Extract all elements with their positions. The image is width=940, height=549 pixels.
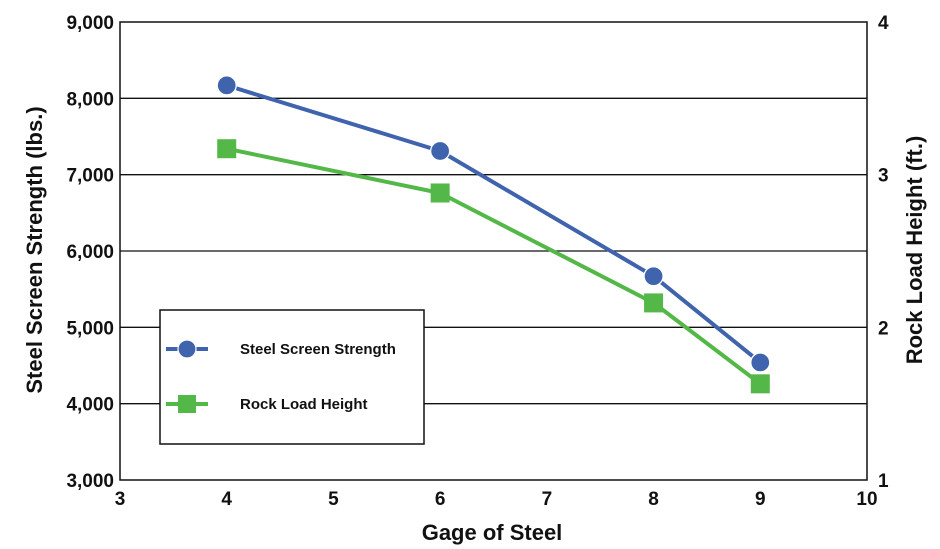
x-tick-label: 9	[755, 489, 766, 510]
plot-area	[119, 21, 868, 481]
tick-labels: 3 4 5 6 7 8 9 10 3,000 4,000 5,000 6,000 7,000 8,000 9…	[66, 13, 889, 510]
legend-label-steel: Steel Screen Strength	[240, 341, 396, 358]
x-tick-label: 7	[542, 489, 553, 510]
legend-marker-steel	[177, 339, 197, 359]
data-point-steel	[429, 140, 451, 162]
x-tick-label: 10	[856, 489, 877, 510]
series-line-rock	[226, 146, 762, 386]
y-left-tick-label: 4,000	[66, 395, 114, 416]
data-point-rock	[750, 374, 770, 394]
y-left-tick-label: 5,000	[66, 318, 114, 339]
data-point-rock	[217, 139, 237, 159]
y-left-tick-label: 8,000	[66, 89, 114, 110]
legend: Steel Screen Strength Rock Load Height	[159, 309, 425, 445]
y-axis-right-label: Rock Load Height (ft.)	[902, 136, 927, 365]
series-line-steel	[226, 83, 762, 364]
data-point-rock	[644, 293, 664, 313]
x-tick-label: 4	[221, 489, 232, 510]
x-tick-label: 3	[115, 489, 126, 510]
y-left-tick-label: 6,000	[66, 242, 114, 263]
data-point-steel	[643, 266, 664, 287]
y-left-tick-label: 9,000	[66, 13, 114, 34]
y-axis-left-label: Steel Screen Strength (lbs.)	[22, 106, 47, 393]
legend-box	[159, 309, 425, 445]
y-right-tick-label: 1	[878, 471, 889, 492]
x-tick-label: 5	[328, 489, 339, 510]
y-left-tick-label: 3,000	[66, 471, 114, 492]
data-point-steel	[750, 352, 771, 373]
legend-label-rock: Rock Load Height	[240, 396, 368, 413]
legend-marker-rock	[178, 395, 196, 413]
x-tick-label: 6	[435, 489, 446, 510]
y-left-tick-label: 7,000	[66, 166, 114, 187]
x-axis-label: Gage of Steel	[422, 520, 563, 545]
y-right-tick-label: 3	[878, 166, 889, 187]
series-layer	[216, 75, 771, 394]
plot-border	[119, 21, 868, 481]
x-tick-label: 8	[648, 489, 659, 510]
data-point-rock	[430, 183, 450, 203]
y-right-tick-label: 4	[878, 13, 889, 34]
data-point-steel	[216, 75, 237, 96]
y-right-tick-label: 2	[878, 318, 889, 339]
